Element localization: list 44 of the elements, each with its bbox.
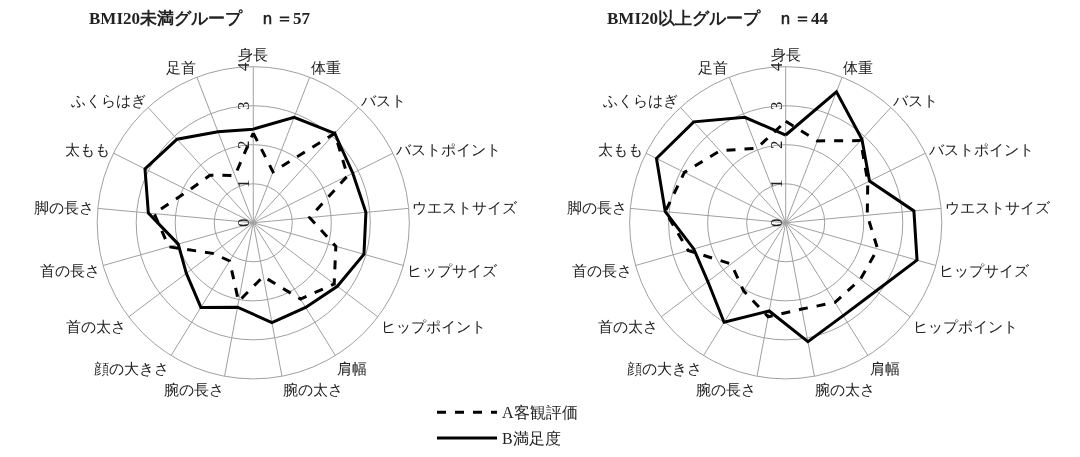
spoke-label: 首の太さ bbox=[65, 319, 126, 336]
spoke-label: 首の長さ bbox=[572, 262, 633, 279]
spoke-label: ふくらはぎ bbox=[602, 93, 679, 110]
y-tick-label: 1 bbox=[766, 179, 786, 189]
spoke-label: 首の太さ bbox=[598, 319, 659, 336]
spoke-label: ヒップポイント bbox=[913, 319, 1019, 336]
spoke-label: 体重 bbox=[310, 60, 341, 77]
y-tick-label: 3 bbox=[234, 101, 254, 110]
y-tick-label: 0 bbox=[766, 218, 786, 228]
chart-title: BMI20未満グループ ｎ＝57 bbox=[89, 9, 311, 28]
spoke-label: 首の長さ bbox=[39, 262, 100, 279]
spoke-label: 足首 bbox=[165, 60, 196, 77]
spoke-label: 顔の大きさ bbox=[94, 360, 170, 377]
spoke-label: バスト bbox=[892, 93, 939, 110]
spoke-label: ふくらはぎ bbox=[69, 93, 146, 110]
spoke-label: ウエストサイズ bbox=[944, 200, 1051, 217]
y-tick-label: 2 bbox=[234, 140, 254, 150]
spoke-label: バスト bbox=[359, 93, 406, 110]
spoke-label: ヒップポイント bbox=[380, 319, 486, 336]
spoke-label: バストポイント bbox=[927, 142, 1034, 159]
y-tick-label: 3 bbox=[766, 101, 786, 110]
spoke-label: ウエストサイズ bbox=[412, 200, 519, 217]
spoke-label: ヒップサイズ bbox=[406, 262, 498, 279]
spoke-label: 腕の長さ bbox=[163, 382, 224, 399]
spoke-label: 腕の太さ bbox=[282, 382, 343, 399]
chart-title: BMI20以上グループ ｎ＝44 bbox=[607, 9, 829, 28]
y-tick-label: 0 bbox=[234, 218, 254, 228]
y-tick-label: 1 bbox=[234, 179, 254, 189]
spoke-label: 体重 bbox=[843, 60, 874, 77]
spoke-label: 太もも bbox=[65, 142, 111, 159]
y-tick-label: 2 bbox=[766, 140, 786, 150]
spoke-label: 足首 bbox=[698, 60, 729, 77]
spoke-label: 顔の大きさ bbox=[626, 360, 702, 377]
legend-label: A客観評価 bbox=[502, 404, 578, 422]
spoke-label: 腕の長さ bbox=[696, 382, 757, 399]
spoke-label: 腕の太さ bbox=[815, 382, 876, 399]
legend-label: B満足度 bbox=[502, 430, 561, 448]
spoke-label: 太もも bbox=[597, 142, 643, 159]
spoke-label: 肩幅 bbox=[869, 360, 900, 377]
spoke-label: 脚の長さ bbox=[34, 200, 95, 217]
spoke-label: 肩幅 bbox=[337, 360, 368, 377]
spoke-label: ヒップサイズ bbox=[939, 262, 1031, 279]
spoke-label: バストポイント bbox=[395, 142, 502, 159]
spoke-label: 脚の長さ bbox=[566, 200, 627, 217]
